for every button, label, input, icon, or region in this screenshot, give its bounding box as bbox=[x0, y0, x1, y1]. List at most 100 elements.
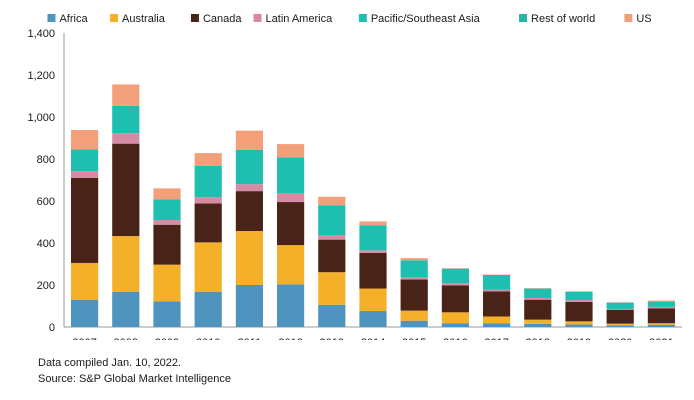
bar-segment bbox=[71, 171, 99, 178]
bar-segment bbox=[606, 325, 634, 327]
bar-segment bbox=[400, 260, 428, 278]
legend-swatch bbox=[190, 14, 199, 22]
bar-segment bbox=[112, 105, 140, 134]
x-tick-label: 2014 bbox=[361, 337, 385, 340]
bar-segment bbox=[277, 157, 305, 194]
legend-swatch bbox=[358, 14, 367, 22]
bar-segment bbox=[112, 133, 140, 144]
y-tick-label: 1,200 bbox=[27, 70, 55, 82]
x-tick-label: 2018 bbox=[526, 337, 550, 340]
bar-segment bbox=[153, 264, 181, 302]
bar-segment bbox=[71, 177, 99, 263]
bar-segment bbox=[153, 301, 181, 327]
bar-segment bbox=[565, 300, 593, 302]
bar-segment bbox=[524, 323, 552, 327]
bar-segment bbox=[318, 205, 346, 236]
bar-segment bbox=[194, 291, 222, 327]
bar-segment bbox=[647, 301, 675, 307]
bar-segment bbox=[71, 130, 99, 150]
bar-segment bbox=[71, 149, 99, 172]
bar-segment bbox=[194, 203, 222, 243]
bar-segment bbox=[441, 323, 469, 327]
bar-segment bbox=[524, 288, 552, 299]
bar-segment bbox=[359, 250, 387, 253]
bar-segment bbox=[153, 220, 181, 225]
bar-segment bbox=[565, 301, 593, 322]
bar-segment bbox=[318, 235, 346, 240]
legend-swatch bbox=[624, 14, 633, 22]
bar-segment bbox=[565, 324, 593, 327]
y-tick-label: 1,000 bbox=[27, 112, 55, 124]
legend-swatch bbox=[47, 14, 56, 22]
bar-segment bbox=[483, 323, 511, 327]
bar-segment bbox=[441, 283, 469, 286]
bar-segment bbox=[647, 300, 675, 302]
x-tick-label: 2017 bbox=[484, 337, 508, 340]
bar-segment bbox=[235, 191, 263, 232]
bar-segment bbox=[277, 144, 305, 158]
bar-segment bbox=[277, 202, 305, 246]
bar-segment bbox=[647, 308, 675, 324]
bar-segment bbox=[483, 316, 511, 324]
bar-segment bbox=[524, 299, 552, 320]
bar-segment bbox=[277, 193, 305, 203]
bar-segment bbox=[153, 188, 181, 200]
bar-segment bbox=[359, 311, 387, 327]
bar-segment bbox=[153, 199, 181, 221]
x-tick-label: 2009 bbox=[155, 337, 179, 340]
legend-label: US bbox=[636, 13, 651, 25]
bar-segment bbox=[441, 268, 469, 284]
note-source: Source: S&P Global Market Intelligence bbox=[38, 373, 232, 385]
bar-segment bbox=[359, 221, 387, 226]
y-tick-label: 800 bbox=[37, 154, 55, 166]
legend-label: Pacific/Southeast Asia bbox=[371, 13, 481, 25]
x-tick-label: 2021 bbox=[649, 337, 673, 340]
legend-swatch bbox=[110, 14, 119, 22]
bar-segment bbox=[235, 130, 263, 150]
bar-segment bbox=[235, 184, 263, 192]
bar-segment bbox=[112, 84, 140, 106]
bar-segment bbox=[606, 302, 634, 309]
x-tick-label: 2012 bbox=[278, 337, 302, 340]
bar-segment bbox=[318, 239, 346, 273]
x-tick-label: 2016 bbox=[443, 337, 467, 340]
bar-segment bbox=[318, 304, 346, 327]
bar-segment bbox=[359, 288, 387, 312]
bar-segment bbox=[483, 289, 511, 292]
bar-segment bbox=[112, 236, 140, 292]
bar-segment bbox=[194, 165, 222, 198]
x-tick-label: 2007 bbox=[72, 337, 96, 340]
y-tick-label: 200 bbox=[37, 280, 55, 292]
bar-segment bbox=[400, 310, 428, 321]
bar-segment bbox=[194, 197, 222, 204]
bar-segment bbox=[483, 274, 511, 290]
bar-segment bbox=[359, 225, 387, 251]
x-tick-label: 2010 bbox=[196, 337, 220, 340]
x-tick-label: 2008 bbox=[114, 337, 138, 340]
bar-segment bbox=[400, 258, 428, 261]
x-tick-label: 2011 bbox=[238, 337, 262, 340]
x-tick-label: 2020 bbox=[608, 337, 632, 340]
legend-label: Rest of world bbox=[531, 13, 595, 25]
y-tick-label: 1,400 bbox=[27, 28, 55, 40]
bar-segment bbox=[194, 242, 222, 292]
bar-segment bbox=[194, 153, 222, 166]
bar-segment bbox=[647, 306, 675, 309]
bar-segment bbox=[235, 149, 263, 185]
bar-segment bbox=[400, 279, 428, 311]
legend-swatch bbox=[519, 14, 528, 22]
bar-segment bbox=[441, 285, 469, 313]
bar-segment bbox=[606, 309, 634, 324]
legend-label: Africa bbox=[59, 13, 88, 25]
bar-segment bbox=[359, 252, 387, 289]
bar-segment bbox=[400, 277, 428, 280]
bar-segment bbox=[524, 298, 552, 300]
bar-segment bbox=[153, 224, 181, 265]
bar-segment bbox=[400, 320, 428, 327]
bar-segment bbox=[565, 321, 593, 325]
stacked-bar-chart: Africa Australia Canada Latin America Pacifi… bbox=[27, 13, 682, 349]
bar-segment bbox=[112, 143, 140, 237]
bar-segment bbox=[483, 291, 511, 317]
bar-segment bbox=[606, 308, 634, 310]
